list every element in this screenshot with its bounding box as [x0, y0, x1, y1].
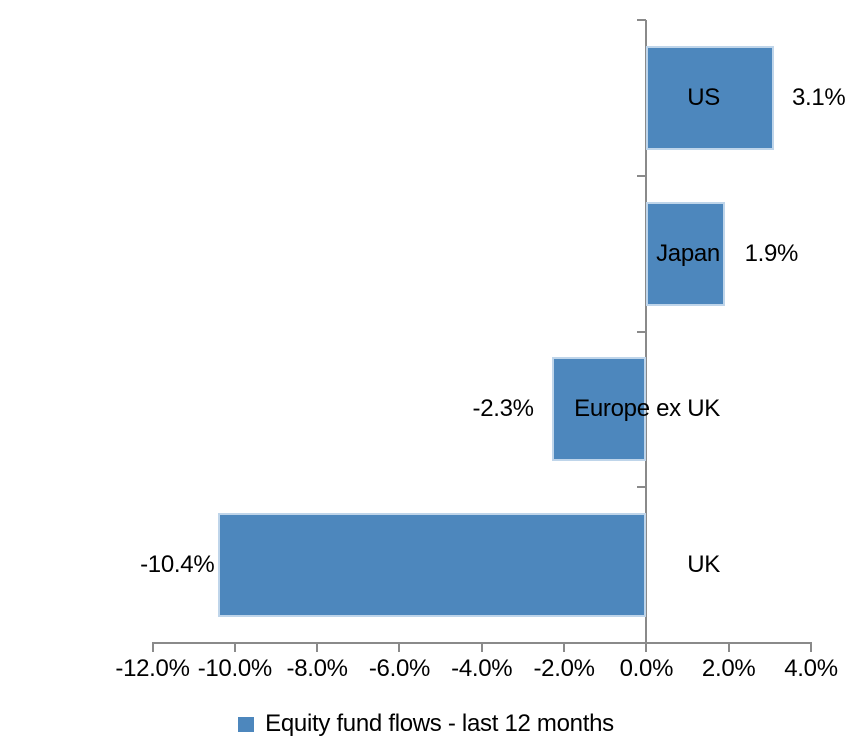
- category-label: Europe ex UK: [574, 395, 720, 423]
- y-axis-tick: [637, 174, 647, 177]
- x-axis-tick: [480, 643, 483, 652]
- x-axis-tick: [233, 643, 236, 652]
- legend-swatch-icon: [238, 716, 255, 732]
- y-axis-tick: [637, 642, 647, 644]
- bar: [551, 357, 647, 462]
- x-axis-tick-label: -6.0%: [368, 655, 431, 682]
- x-axis-tick-label: -8.0%: [286, 655, 349, 682]
- legend-label: Equity fund flows - last 12 months: [265, 710, 614, 737]
- x-axis-tick: [151, 643, 154, 652]
- x-axis-tick: [398, 643, 401, 652]
- bar: [218, 513, 647, 618]
- bar: [646, 201, 725, 306]
- bar: [646, 45, 774, 150]
- x-axis-tick-label: 2.0%: [701, 655, 756, 682]
- x-axis-tick: [727, 643, 730, 652]
- data-label: 1.9%: [744, 239, 799, 267]
- x-axis-tick: [316, 643, 319, 652]
- legend: Equity fund flows - last 12 months: [0, 709, 852, 739]
- category-label: Japan: [656, 239, 720, 267]
- y-axis-tick: [637, 330, 647, 333]
- y-axis-tick: [637, 486, 647, 489]
- x-axis-tick-label: 0.0%: [619, 655, 674, 682]
- data-label: -2.3%: [472, 395, 535, 423]
- x-axis-tick: [563, 643, 566, 652]
- category-label: UK: [687, 551, 720, 579]
- category-label: US: [687, 84, 720, 112]
- x-axis-tick-label: -4.0%: [451, 655, 513, 682]
- x-axis-tick-label: -10.0%: [197, 655, 273, 682]
- x-axis-tick-label: -2.0%: [533, 655, 595, 682]
- x-axis-tick: [645, 643, 648, 652]
- y-axis-line: [645, 20, 648, 652]
- y-axis-tick: [637, 19, 647, 21]
- data-label: 3.1%: [791, 84, 846, 112]
- x-axis-tick-label: -12.0%: [115, 655, 190, 682]
- x-axis-tick-label: 4.0%: [784, 655, 838, 682]
- x-axis-tick: [810, 643, 812, 652]
- data-label: -10.4%: [140, 551, 215, 579]
